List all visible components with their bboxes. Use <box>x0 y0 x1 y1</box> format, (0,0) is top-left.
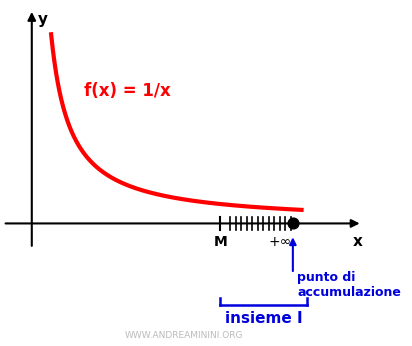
Point <box>290 221 296 226</box>
Text: M: M <box>213 235 227 249</box>
Text: y: y <box>38 12 48 27</box>
Text: punto di
accumulazione: punto di accumulazione <box>297 271 401 299</box>
Text: f(x) = 1/x: f(x) = 1/x <box>84 82 171 100</box>
Text: +∞: +∞ <box>268 235 291 249</box>
Text: x: x <box>353 235 363 249</box>
Text: insieme I: insieme I <box>225 311 303 326</box>
Text: WWW.ANDREAMININI.ORG: WWW.ANDREAMININI.ORG <box>125 331 243 340</box>
